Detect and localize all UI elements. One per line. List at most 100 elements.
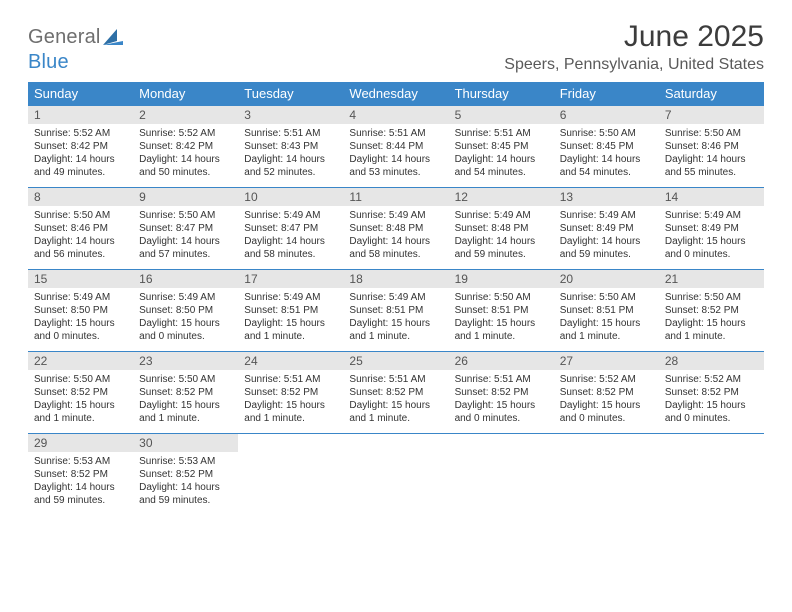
day-number: 25 [343, 352, 448, 370]
day-number: 19 [449, 270, 554, 288]
sunrise-text: Sunrise: 5:49 AM [244, 209, 337, 222]
daylight-text-2: and 57 minutes. [139, 248, 232, 261]
calendar-cell: 14Sunrise: 5:49 AMSunset: 8:49 PMDayligh… [659, 188, 764, 270]
sunrise-text: Sunrise: 5:50 AM [139, 373, 232, 386]
sunrise-text: Sunrise: 5:51 AM [244, 127, 337, 140]
sunset-text: Sunset: 8:52 PM [665, 304, 758, 317]
day-number: 14 [659, 188, 764, 206]
sunrise-text: Sunrise: 5:53 AM [139, 455, 232, 468]
sunset-text: Sunset: 8:52 PM [139, 468, 232, 481]
day-number: 17 [238, 270, 343, 288]
sunset-text: Sunset: 8:52 PM [34, 386, 127, 399]
sunrise-text: Sunrise: 5:50 AM [665, 127, 758, 140]
sunset-text: Sunset: 8:45 PM [455, 140, 548, 153]
day-details: Sunrise: 5:51 AMSunset: 8:52 PMDaylight:… [343, 370, 448, 433]
daylight-text-2: and 0 minutes. [455, 412, 548, 425]
sunset-text: Sunset: 8:51 PM [349, 304, 442, 317]
day-details: Sunrise: 5:52 AMSunset: 8:52 PMDaylight:… [554, 370, 659, 433]
day-number: 18 [343, 270, 448, 288]
sunrise-text: Sunrise: 5:49 AM [34, 291, 127, 304]
daylight-text-2: and 1 minute. [455, 330, 548, 343]
daylight-text-2: and 1 minute. [34, 412, 127, 425]
daylight-text-1: Daylight: 14 hours [139, 235, 232, 248]
day-number: 2 [133, 106, 238, 124]
calendar-cell: 17Sunrise: 5:49 AMSunset: 8:51 PMDayligh… [238, 270, 343, 352]
daylight-text-2: and 58 minutes. [349, 248, 442, 261]
sunrise-text: Sunrise: 5:53 AM [34, 455, 127, 468]
daylight-text-2: and 0 minutes. [139, 330, 232, 343]
day-number: 6 [554, 106, 659, 124]
calendar-week-row: 15Sunrise: 5:49 AMSunset: 8:50 PMDayligh… [28, 270, 764, 352]
sunset-text: Sunset: 8:52 PM [244, 386, 337, 399]
calendar-cell: 30Sunrise: 5:53 AMSunset: 8:52 PMDayligh… [133, 434, 238, 516]
day-details: Sunrise: 5:50 AMSunset: 8:47 PMDaylight:… [133, 206, 238, 269]
calendar-cell: 1Sunrise: 5:52 AMSunset: 8:42 PMDaylight… [28, 106, 133, 188]
daylight-text-1: Daylight: 15 hours [139, 399, 232, 412]
calendar-week-row: 1Sunrise: 5:52 AMSunset: 8:42 PMDaylight… [28, 106, 764, 188]
daylight-text-1: Daylight: 15 hours [455, 399, 548, 412]
daylight-text-1: Daylight: 14 hours [455, 235, 548, 248]
calendar-cell: 10Sunrise: 5:49 AMSunset: 8:47 PMDayligh… [238, 188, 343, 270]
day-details: Sunrise: 5:51 AMSunset: 8:44 PMDaylight:… [343, 124, 448, 187]
daylight-text-2: and 49 minutes. [34, 166, 127, 179]
calendar-week-row: 29Sunrise: 5:53 AMSunset: 8:52 PMDayligh… [28, 434, 764, 516]
sunrise-text: Sunrise: 5:49 AM [139, 291, 232, 304]
day-number: 23 [133, 352, 238, 370]
day-number: 13 [554, 188, 659, 206]
sunset-text: Sunset: 8:49 PM [665, 222, 758, 235]
sunrise-text: Sunrise: 5:49 AM [349, 291, 442, 304]
daylight-text-1: Daylight: 15 hours [665, 399, 758, 412]
daylight-text-1: Daylight: 15 hours [455, 317, 548, 330]
daylight-text-1: Daylight: 14 hours [455, 153, 548, 166]
calendar-cell [449, 434, 554, 516]
daylight-text-1: Daylight: 14 hours [560, 153, 653, 166]
sunrise-text: Sunrise: 5:51 AM [244, 373, 337, 386]
sunrise-text: Sunrise: 5:52 AM [665, 373, 758, 386]
sunset-text: Sunset: 8:43 PM [244, 140, 337, 153]
calendar-week-row: 22Sunrise: 5:50 AMSunset: 8:52 PMDayligh… [28, 352, 764, 434]
day-details: Sunrise: 5:49 AMSunset: 8:47 PMDaylight:… [238, 206, 343, 269]
sunset-text: Sunset: 8:50 PM [34, 304, 127, 317]
calendar-cell: 25Sunrise: 5:51 AMSunset: 8:52 PMDayligh… [343, 352, 448, 434]
sunrise-text: Sunrise: 5:52 AM [34, 127, 127, 140]
weekday-header: Monday [133, 82, 238, 106]
calendar-cell: 18Sunrise: 5:49 AMSunset: 8:51 PMDayligh… [343, 270, 448, 352]
day-details: Sunrise: 5:49 AMSunset: 8:50 PMDaylight:… [133, 288, 238, 351]
sunset-text: Sunset: 8:51 PM [455, 304, 548, 317]
sunset-text: Sunset: 8:52 PM [560, 386, 653, 399]
day-details: Sunrise: 5:51 AMSunset: 8:52 PMDaylight:… [238, 370, 343, 433]
daylight-text-1: Daylight: 14 hours [244, 153, 337, 166]
day-details: Sunrise: 5:50 AMSunset: 8:46 PMDaylight:… [659, 124, 764, 187]
sunset-text: Sunset: 8:46 PM [34, 222, 127, 235]
calendar-cell: 4Sunrise: 5:51 AMSunset: 8:44 PMDaylight… [343, 106, 448, 188]
day-details: Sunrise: 5:50 AMSunset: 8:51 PMDaylight:… [554, 288, 659, 351]
day-number: 3 [238, 106, 343, 124]
sunrise-text: Sunrise: 5:51 AM [455, 127, 548, 140]
page-header: General Blue June 2025 Speers, Pennsylva… [28, 20, 764, 74]
day-details: Sunrise: 5:50 AMSunset: 8:51 PMDaylight:… [449, 288, 554, 351]
sunset-text: Sunset: 8:49 PM [560, 222, 653, 235]
day-details: Sunrise: 5:52 AMSunset: 8:42 PMDaylight:… [28, 124, 133, 187]
sunset-text: Sunset: 8:47 PM [139, 222, 232, 235]
calendar-cell [659, 434, 764, 516]
daylight-text-1: Daylight: 14 hours [349, 235, 442, 248]
day-details: Sunrise: 5:49 AMSunset: 8:51 PMDaylight:… [343, 288, 448, 351]
day-number: 21 [659, 270, 764, 288]
day-details: Sunrise: 5:49 AMSunset: 8:49 PMDaylight:… [659, 206, 764, 269]
calendar-cell: 20Sunrise: 5:50 AMSunset: 8:51 PMDayligh… [554, 270, 659, 352]
sunrise-text: Sunrise: 5:49 AM [244, 291, 337, 304]
sunrise-text: Sunrise: 5:50 AM [665, 291, 758, 304]
sunrise-text: Sunrise: 5:52 AM [139, 127, 232, 140]
day-number: 7 [659, 106, 764, 124]
daylight-text-1: Daylight: 14 hours [34, 235, 127, 248]
day-details: Sunrise: 5:51 AMSunset: 8:43 PMDaylight:… [238, 124, 343, 187]
daylight-text-2: and 55 minutes. [665, 166, 758, 179]
title-block: June 2025 Speers, Pennsylvania, United S… [504, 20, 764, 74]
sunset-text: Sunset: 8:51 PM [244, 304, 337, 317]
daylight-text-1: Daylight: 14 hours [349, 153, 442, 166]
month-title: June 2025 [504, 20, 764, 54]
calendar-cell: 29Sunrise: 5:53 AMSunset: 8:52 PMDayligh… [28, 434, 133, 516]
day-details: Sunrise: 5:53 AMSunset: 8:52 PMDaylight:… [133, 452, 238, 515]
day-details: Sunrise: 5:49 AMSunset: 8:51 PMDaylight:… [238, 288, 343, 351]
day-number: 30 [133, 434, 238, 452]
